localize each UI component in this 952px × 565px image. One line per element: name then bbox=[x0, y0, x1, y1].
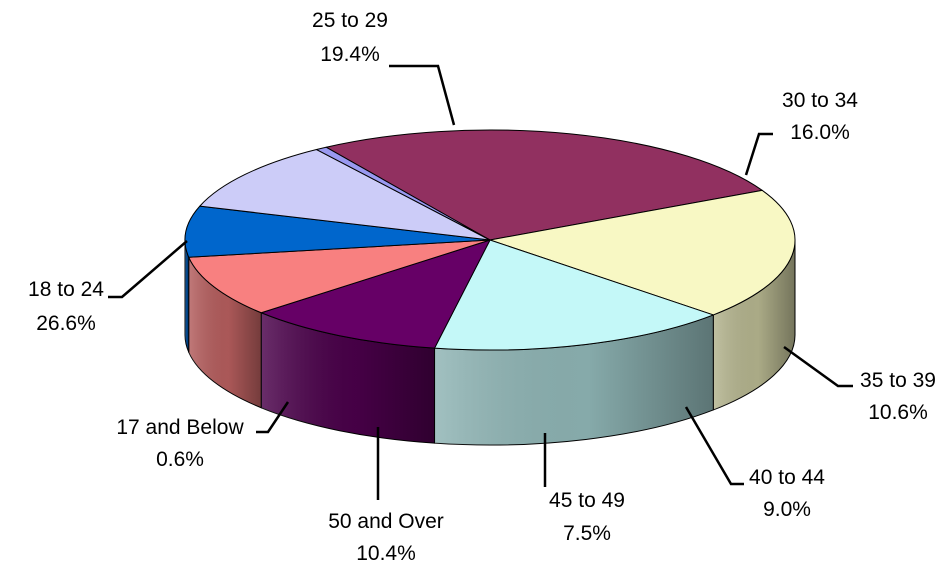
label-name-17-below: 17 and Below bbox=[116, 416, 244, 439]
label-value-17-below: 0.6% bbox=[156, 448, 204, 471]
slice-side-shading-35-to-39 bbox=[261, 312, 435, 444]
slice-40-to-44 bbox=[188, 239, 491, 314]
label-name-25-29: 25 to 29 bbox=[312, 9, 388, 32]
leader-line-17-below bbox=[256, 401, 290, 434]
slice-35-to-39 bbox=[260, 239, 491, 349]
slice-side-shading-45-to-49 bbox=[185, 240, 189, 353]
label-name-45-49: 45 to 49 bbox=[549, 489, 625, 512]
label-value-18-24: 26.6% bbox=[36, 312, 96, 335]
leader-line-25-29 bbox=[389, 64, 456, 126]
pie-top-faces bbox=[184, 129, 796, 351]
pie-side-walls bbox=[184, 239, 796, 446]
label-value-30-34: 16.0% bbox=[790, 121, 850, 144]
leader-line-40-44 bbox=[684, 406, 744, 486]
label-name-18-24: 18 to 24 bbox=[28, 278, 104, 301]
label-name-50-over: 50 and Over bbox=[328, 510, 444, 533]
slice-30-to-34 bbox=[434, 239, 714, 351]
pie-labels: 18 to 24 26.6% 25 to 29 19.4% 30 to 34 1… bbox=[28, 9, 936, 565]
label-value-45-49: 7.5% bbox=[563, 522, 611, 545]
slice-side-shading-30-to-34 bbox=[434, 314, 714, 446]
slice-side-shading-25-to-29 bbox=[713, 240, 795, 410]
label-value-25-29: 19.4% bbox=[320, 43, 380, 66]
label-value-40-44: 9.0% bbox=[763, 498, 811, 521]
slice-side-shading-40-to-44 bbox=[188, 257, 262, 408]
slice-18-to-24 bbox=[325, 129, 763, 241]
leader-lines bbox=[108, 64, 853, 500]
leader-line-35-39 bbox=[783, 345, 853, 388]
leader-line-18-24 bbox=[108, 240, 188, 299]
slice-50-and-over bbox=[199, 149, 491, 241]
label-name-35-39: 35 to 39 bbox=[860, 369, 936, 392]
slice-45-to-49 bbox=[184, 205, 491, 258]
label-name-40-44: 40 to 44 bbox=[749, 466, 825, 489]
slice-17-and-below bbox=[316, 146, 491, 241]
label-value-50-over: 10.4% bbox=[356, 542, 416, 565]
slice-25-to-29 bbox=[489, 189, 796, 316]
leader-line-30-34 bbox=[744, 132, 773, 176]
label-value-35-39: 10.6% bbox=[868, 401, 928, 424]
label-name-30-34: 30 to 34 bbox=[782, 89, 858, 112]
